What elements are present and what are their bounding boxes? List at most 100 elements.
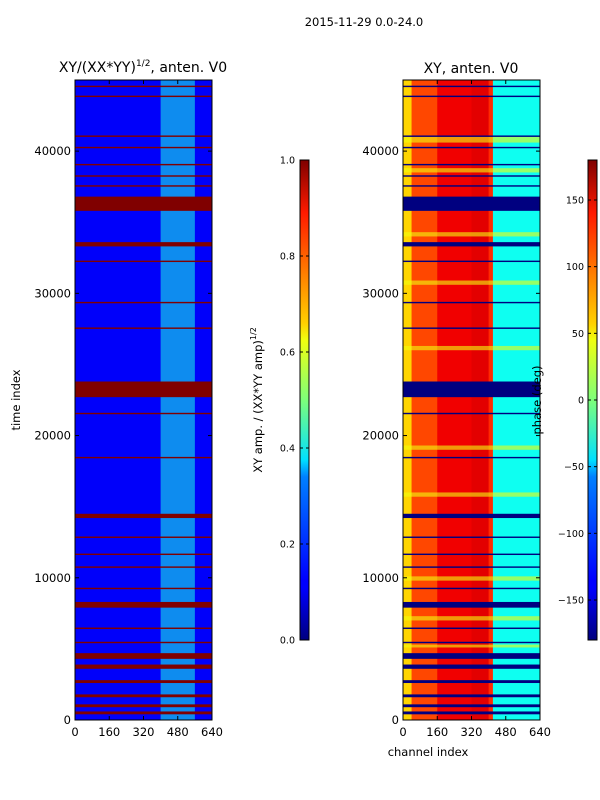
phase-column-segment (471, 80, 490, 720)
colorbar-tick-label: 100 (566, 262, 584, 273)
phase-band-row (403, 616, 540, 621)
colorbar-tick-label: 1.0 (280, 156, 295, 167)
left-colorbar: 0.0 0.2 0.4 0.6 0.8 1.0 XY amp. / (XX*YY amp)… (249, 156, 310, 647)
left-heatmap-image (75, 80, 212, 720)
flagged-row (75, 536, 212, 538)
colorbar-tick-label: 0.2 (280, 540, 295, 551)
flagged-row (75, 95, 212, 98)
flagged-row (403, 641, 540, 644)
flagged-row (75, 704, 212, 708)
flagged-row (403, 327, 540, 329)
flagged-row (403, 694, 540, 698)
flagged-row (75, 301, 212, 304)
y-tick-label: 10000 (34, 571, 71, 585)
flagged-row (75, 711, 212, 715)
flagged-row (403, 627, 540, 629)
x-tick-label: 160 (98, 725, 120, 739)
right-colorbar-ticks: −150 −100 −50 0 50 100 150 (558, 196, 597, 607)
y-tick-label: 10000 (362, 571, 399, 585)
flagged-row (403, 653, 540, 659)
right-colorbar-gradient (588, 160, 597, 640)
left-y-axis-label: time index (9, 369, 23, 430)
y-tick-label: 40000 (362, 144, 399, 158)
phase-band-row (403, 576, 540, 581)
flagged-row (403, 95, 540, 98)
flagged-row (75, 664, 212, 669)
flagged-row (75, 85, 212, 88)
flagged-row (403, 146, 540, 149)
flagged-row (75, 513, 212, 519)
left-colorbar-ticks: 0.0 0.2 0.4 0.6 0.8 1.0 (280, 156, 309, 647)
flagged-row (75, 135, 212, 137)
flagged-row (75, 456, 212, 459)
right-heatmap-image (403, 80, 540, 720)
phase-band-row (403, 492, 540, 497)
phase-band-row (403, 345, 540, 351)
y-tick-label: 30000 (362, 286, 399, 300)
right-colorbar: −150 −100 −50 0 50 100 150 phase (deg) (530, 159, 598, 641)
flagged-row (403, 135, 540, 137)
x-tick-label: 320 (461, 725, 483, 739)
flagged-row (75, 196, 212, 211)
flagged-row (403, 566, 540, 568)
phase-band-row (403, 232, 540, 237)
flagged-row (403, 704, 540, 708)
colorbar-tick-label: 150 (566, 196, 584, 207)
flagged-row (403, 664, 540, 669)
colorbar-tick-label: 0.6 (280, 348, 295, 359)
flagged-row (75, 327, 212, 329)
flagged-row (403, 553, 540, 556)
right-x-ticks: 0 160 320 480 640 (399, 80, 551, 739)
flagged-row (403, 412, 540, 415)
x-tick-label: 480 (167, 725, 189, 739)
colorbar-tick-label: 0.0 (280, 636, 295, 647)
x-tick-label: 160 (426, 725, 448, 739)
phase-column-segment (488, 80, 494, 720)
right-y-ticks: 0 10000 20000 30000 40000 (362, 144, 540, 727)
flagged-row (75, 566, 212, 568)
right-x-axis-label: channel index (388, 745, 469, 759)
y-tick-label: 30000 (34, 286, 71, 300)
right-panel: XY, anten. V0 0 160 320 480 640 0 10000 20000 3… (362, 61, 551, 759)
x-tick-label: 0 (71, 725, 78, 739)
phase-column-segment (403, 80, 413, 720)
flagged-row (403, 301, 540, 304)
x-tick-label: 640 (529, 725, 551, 739)
colorbar-tick-label: −100 (558, 529, 584, 540)
colorbar-tick-label: 0.8 (280, 252, 295, 263)
flagged-row (403, 587, 540, 590)
flagged-row (403, 536, 540, 538)
flagged-row (75, 242, 212, 247)
flagged-row (403, 185, 540, 187)
flagged-row (75, 653, 212, 659)
flagged-row (75, 553, 212, 556)
colorbar-tick-label: −150 (558, 596, 584, 607)
flagged-row (403, 196, 540, 211)
flagged-row (403, 242, 540, 247)
phase-band-row (403, 168, 540, 173)
y-tick-label: 0 (64, 713, 71, 727)
left-colorbar-frame (299, 159, 310, 641)
left-panel: XY/(XX*YY)1/2, anten. V0 0 160 320 480 640 0… (9, 59, 227, 739)
flagged-row (75, 146, 212, 149)
flagged-row (403, 711, 540, 715)
flagged-row (75, 163, 212, 166)
left-panel-title: XY/(XX*YY)1/2, anten. V0 (59, 59, 227, 76)
y-tick-label: 0 (392, 713, 399, 727)
left-colorbar-label: XY amp. / (XX*YY amp)1/2 (249, 327, 265, 473)
right-colorbar-label: phase (deg) (530, 365, 544, 434)
phase-band-row (403, 280, 540, 285)
colorbar-tick-label: −50 (564, 462, 584, 473)
x-tick-label: 0 (399, 725, 406, 739)
flagged-row (75, 601, 212, 608)
flagged-row (403, 260, 540, 263)
flagged-row (403, 175, 540, 177)
flagged-row (75, 381, 212, 398)
phase-band-row (403, 644, 540, 648)
flagged-row (75, 412, 212, 415)
flagged-row (403, 85, 540, 88)
x-tick-label: 640 (201, 725, 223, 739)
flagged-row (403, 680, 540, 684)
colorbar-tick-label: 0.4 (280, 444, 295, 455)
